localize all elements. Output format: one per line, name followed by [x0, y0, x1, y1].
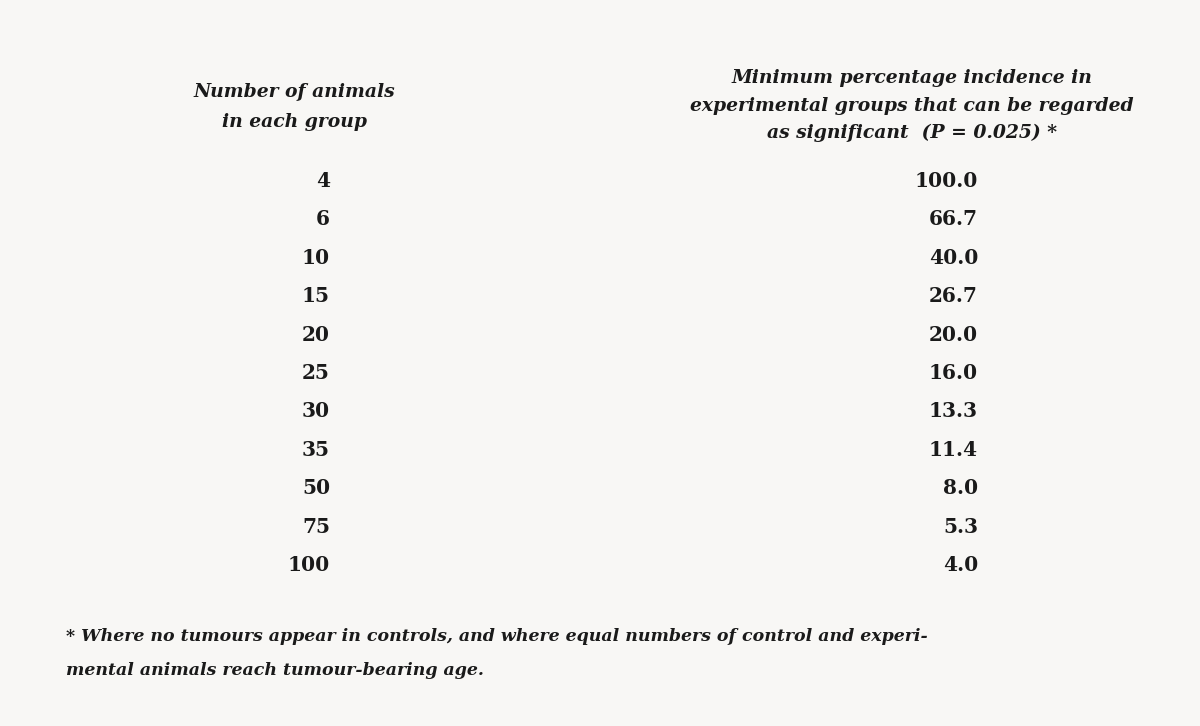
- Text: 66.7: 66.7: [929, 209, 978, 229]
- Text: 100.0: 100.0: [914, 171, 978, 191]
- Text: 20: 20: [302, 325, 330, 345]
- Text: 11.4: 11.4: [929, 440, 978, 460]
- Text: experimental groups that can be regarded: experimental groups that can be regarded: [690, 97, 1134, 115]
- Text: 5.3: 5.3: [943, 517, 978, 537]
- Text: 100: 100: [288, 555, 330, 576]
- Text: 26.7: 26.7: [929, 286, 978, 306]
- Text: 6: 6: [316, 209, 330, 229]
- Text: 30: 30: [302, 401, 330, 422]
- Text: 8.0: 8.0: [943, 478, 978, 499]
- Text: in each group: in each group: [222, 113, 366, 131]
- Text: 10: 10: [302, 248, 330, 268]
- Text: 4: 4: [316, 171, 330, 191]
- Text: mental animals reach tumour-bearing age.: mental animals reach tumour-bearing age.: [66, 662, 484, 679]
- Text: * Where no tumours appear in controls, and where equal numbers of control and ex: * Where no tumours appear in controls, a…: [66, 628, 928, 645]
- Text: 20.0: 20.0: [929, 325, 978, 345]
- Text: 75: 75: [302, 517, 330, 537]
- Text: 25: 25: [302, 363, 330, 383]
- Text: 16.0: 16.0: [929, 363, 978, 383]
- Text: Minimum percentage incidence in: Minimum percentage incidence in: [732, 69, 1092, 87]
- Text: 4.0: 4.0: [943, 555, 978, 576]
- Text: 15: 15: [302, 286, 330, 306]
- Text: 35: 35: [302, 440, 330, 460]
- Text: 50: 50: [302, 478, 330, 499]
- Text: 40.0: 40.0: [929, 248, 978, 268]
- Text: Number of animals: Number of animals: [193, 83, 395, 102]
- Text: as significant  (P = 0.025) *: as significant (P = 0.025) *: [767, 124, 1057, 142]
- Text: 13.3: 13.3: [929, 401, 978, 422]
